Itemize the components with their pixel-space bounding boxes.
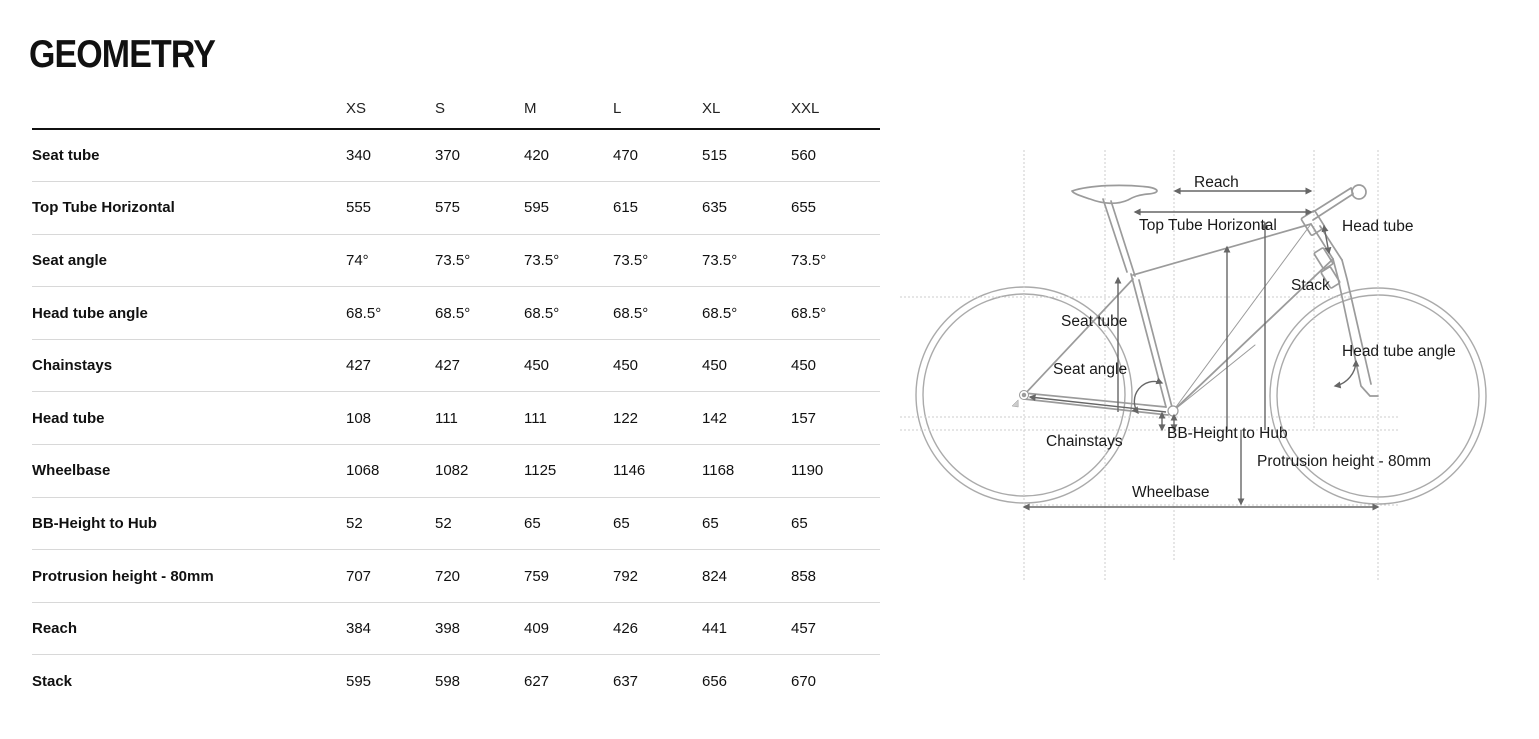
svg-text:Seat tube: Seat tube xyxy=(1061,313,1127,330)
svg-text:Top Tube Horizontal: Top Tube Horizontal xyxy=(1139,217,1277,234)
svg-text:Stack: Stack xyxy=(1291,277,1330,294)
svg-text:Chainstays: Chainstays xyxy=(1046,433,1123,450)
svg-text:Seat angle: Seat angle xyxy=(1053,361,1127,378)
svg-text:Protrusion height - 80mm: Protrusion height - 80mm xyxy=(1257,453,1431,470)
svg-text:Head tube: Head tube xyxy=(1342,218,1414,235)
svg-text:Head tube angle: Head tube angle xyxy=(1342,343,1456,360)
svg-text:Wheelbase: Wheelbase xyxy=(1132,484,1210,501)
svg-text:BB-Height to Hub: BB-Height to Hub xyxy=(1167,425,1288,442)
svg-text:Reach: Reach xyxy=(1194,174,1239,191)
